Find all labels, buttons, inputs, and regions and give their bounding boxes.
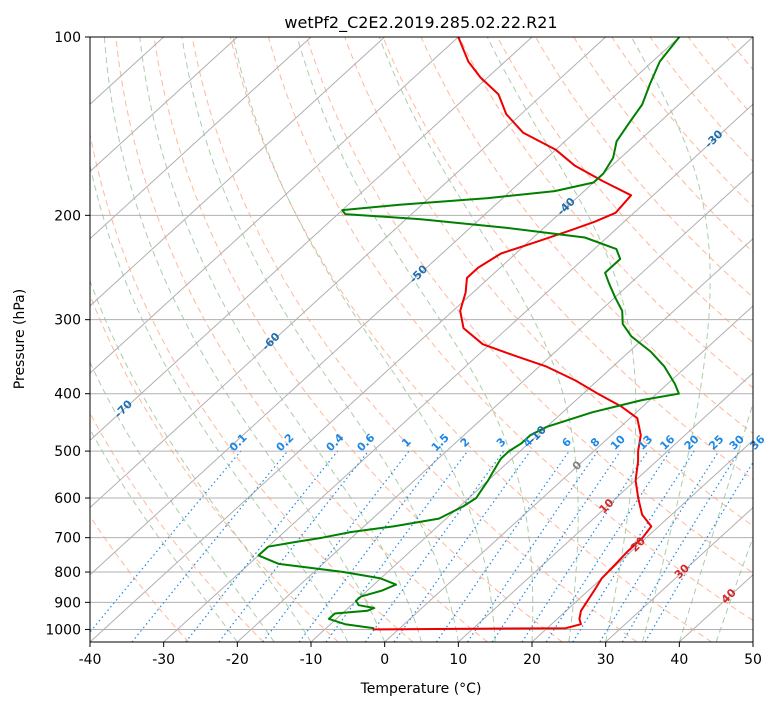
y-tick-label: 900	[54, 595, 81, 611]
x-tick-label: -10	[300, 652, 323, 668]
x-axis-title: Temperature (°C)	[360, 681, 482, 697]
y-tick-label: 700	[54, 531, 81, 547]
y-tick-label: 100	[54, 30, 81, 46]
x-tick-label: 50	[744, 652, 762, 668]
x-tick-label: -40	[79, 652, 102, 668]
x-tick-label: 30	[597, 652, 615, 668]
y-tick-label: 600	[54, 491, 81, 507]
isotherm-line	[753, 37, 775, 642]
x-tick-label: 0	[380, 652, 389, 668]
y-tick-label: 300	[54, 313, 81, 329]
y-tick-label: 400	[54, 387, 81, 403]
y-tick-label: 800	[54, 565, 81, 581]
x-tick-label: 20	[523, 652, 541, 668]
x-tick-label: 10	[449, 652, 467, 668]
x-tick-label: -20	[226, 652, 249, 668]
y-tick-label: 500	[54, 444, 81, 460]
dry-adiabat-line	[765, 37, 775, 642]
y-tick-label: 1000	[45, 622, 81, 638]
chart-title: wetPf2_C2E2.2019.285.02.22.R21	[284, 13, 557, 33]
x-tick-label: -30	[152, 652, 175, 668]
x-tick-label: 40	[670, 652, 688, 668]
y-axis-title: Pressure (hPa)	[12, 289, 28, 389]
y-tick-label: 200	[54, 208, 81, 224]
